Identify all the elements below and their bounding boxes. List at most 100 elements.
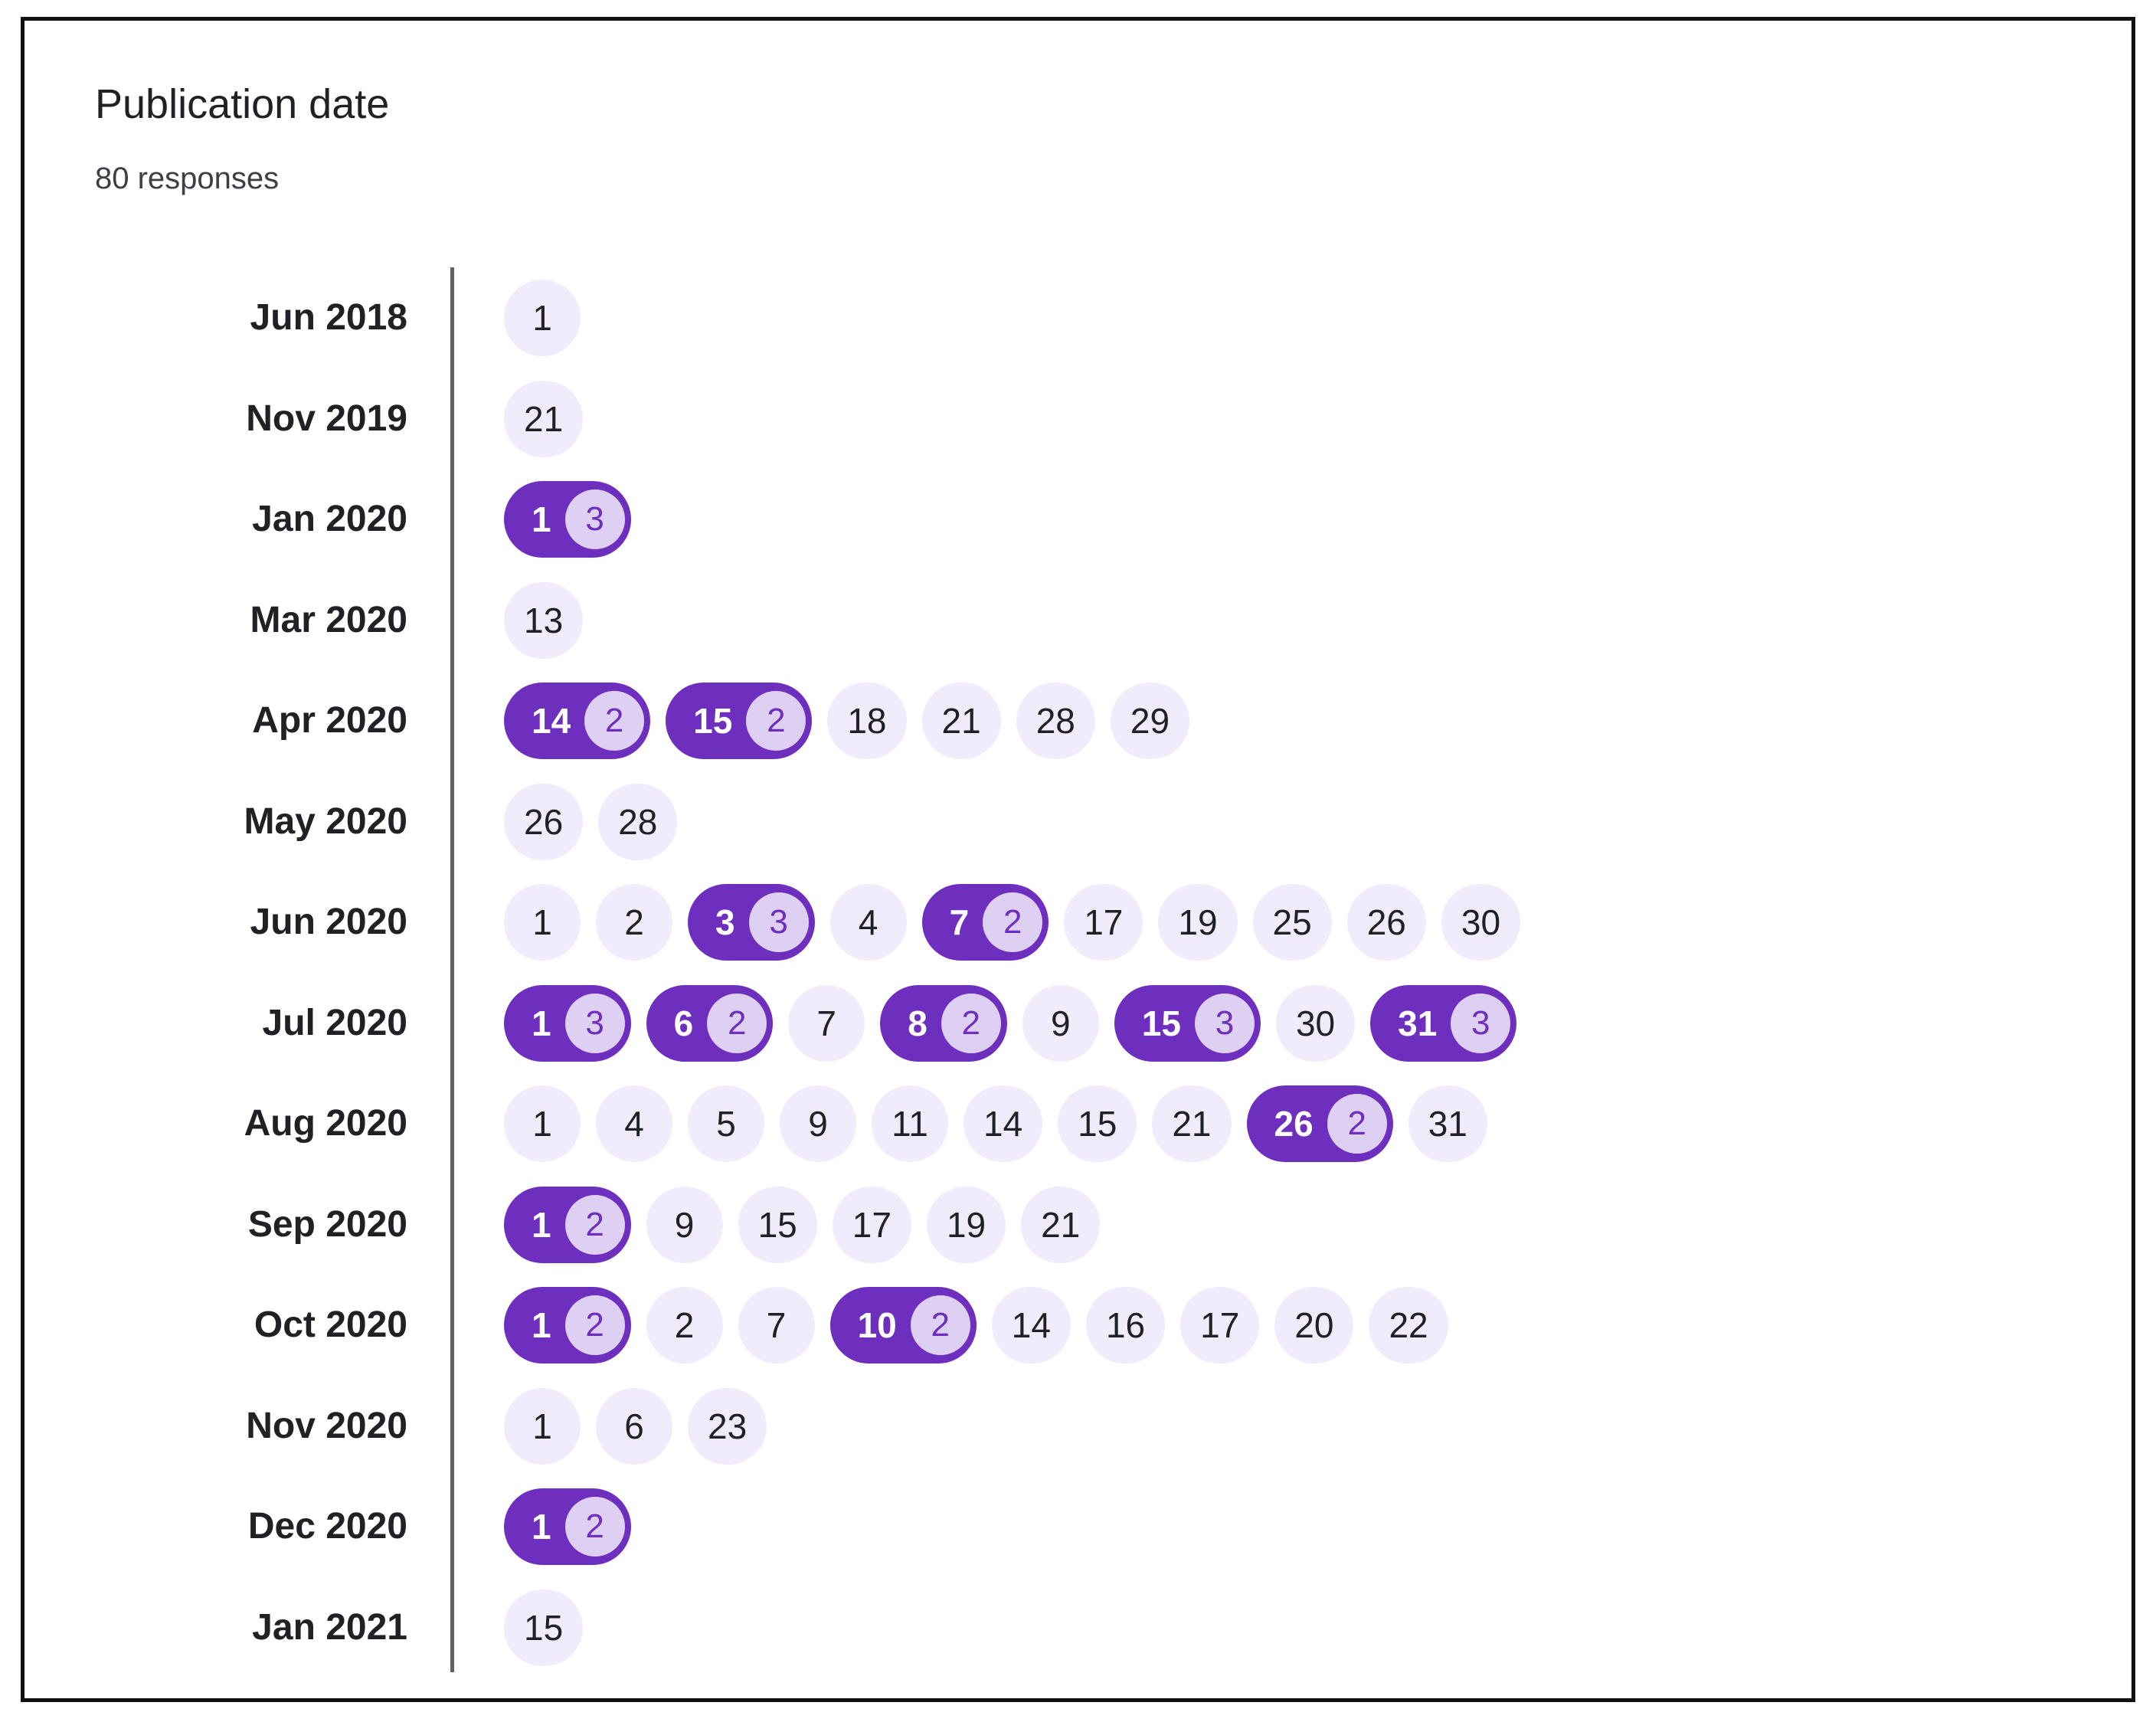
- day-chip[interactable]: 30: [1275, 984, 1356, 1062]
- day-chip[interactable]: 1: [504, 280, 581, 356]
- day-number: 1: [532, 298, 552, 338]
- day-number: 17: [1084, 902, 1124, 942]
- day-chip[interactable]: 15: [504, 1589, 584, 1666]
- day-chip[interactable]: 6: [596, 1387, 672, 1465]
- day-chip-multi[interactable]: 31 3: [1370, 984, 1517, 1062]
- day-chip-multi[interactable]: 26 2: [1246, 1085, 1393, 1162]
- day-number: 10: [857, 1305, 897, 1345]
- month-label: Sep 2020: [247, 1203, 407, 1245]
- day-chip[interactable]: 15: [738, 1186, 817, 1263]
- day-chip[interactable]: 28: [1016, 683, 1095, 759]
- day-chip[interactable]: 22: [1369, 1287, 1448, 1364]
- day-chip[interactable]: 13: [504, 581, 584, 659]
- day-chip[interactable]: 9: [780, 1085, 856, 1162]
- publication-date-card: Publication date 80 responses Jun 2018 1 N…: [21, 17, 2135, 1702]
- day-chip[interactable]: 28: [598, 783, 678, 860]
- day-chip[interactable]: 7: [788, 984, 865, 1062]
- day-chip-multi[interactable]: 15 3: [1114, 984, 1261, 1062]
- day-chip[interactable]: 1: [504, 1387, 581, 1465]
- day-chip-list: 13: [504, 581, 584, 659]
- day-number: 28: [618, 801, 658, 842]
- day-chip[interactable]: 29: [1110, 683, 1190, 759]
- day-number: 3: [715, 902, 735, 942]
- day-chip[interactable]: 14: [963, 1085, 1043, 1162]
- day-number: 31: [1398, 1003, 1438, 1043]
- day-chip[interactable]: 26: [504, 783, 584, 860]
- day-chip-list: 1 2 3 3 4 7 2 17 19 25 26 30: [504, 884, 1521, 961]
- day-number: 19: [1178, 902, 1218, 942]
- day-number: 21: [1172, 1104, 1212, 1144]
- day-chip[interactable]: 2: [596, 884, 672, 961]
- day-chip[interactable]: 23: [688, 1387, 767, 1465]
- day-number: 21: [1041, 1204, 1081, 1245]
- day-number: 21: [524, 398, 564, 439]
- day-number: 15: [693, 701, 733, 741]
- day-number: 8: [908, 1003, 928, 1043]
- day-chip[interactable]: 17: [1180, 1287, 1260, 1364]
- day-chip[interactable]: 21: [921, 683, 1001, 759]
- day-number: 22: [1389, 1305, 1428, 1345]
- day-number: 17: [1200, 1305, 1240, 1345]
- day-chip[interactable]: 17: [832, 1186, 911, 1263]
- count-badge: 2: [941, 993, 1001, 1053]
- response-count: 80 responses: [95, 162, 280, 195]
- day-number: 1: [532, 499, 551, 539]
- day-chip-list: 1: [504, 280, 581, 356]
- day-chip[interactable]: 9: [1022, 984, 1099, 1062]
- day-chip[interactable]: 21: [1152, 1085, 1232, 1162]
- count-badge: 3: [1194, 993, 1255, 1053]
- count-badge: 2: [746, 691, 806, 751]
- day-chip[interactable]: 21: [1021, 1186, 1101, 1263]
- day-chip[interactable]: 18: [827, 683, 907, 759]
- month-label: Jan 2021: [252, 1606, 407, 1648]
- day-chip[interactable]: 4: [596, 1085, 672, 1162]
- day-chip[interactable]: 5: [688, 1085, 764, 1162]
- day-number: 15: [757, 1204, 797, 1245]
- month-row: Jan 2021 15: [25, 1589, 2092, 1666]
- day-number: 15: [1078, 1104, 1117, 1144]
- month-row: Dec 2020 1 2: [25, 1488, 2092, 1565]
- timeline-axis: [450, 267, 454, 1672]
- month-label: Jun 2018: [250, 297, 407, 338]
- day-chip[interactable]: 20: [1274, 1287, 1354, 1364]
- day-number: 21: [941, 701, 981, 741]
- day-number: 6: [624, 1406, 644, 1446]
- question-title: Publication date: [95, 81, 390, 127]
- day-chip[interactable]: 16: [1085, 1287, 1166, 1364]
- day-chip[interactable]: 21: [504, 380, 584, 457]
- day-chip[interactable]: 7: [738, 1287, 815, 1364]
- day-chip[interactable]: 17: [1064, 884, 1143, 961]
- day-chip[interactable]: 26: [1346, 884, 1426, 961]
- month-label: Nov 2020: [246, 1405, 407, 1446]
- count-badge: 2: [564, 1194, 625, 1255]
- day-chip[interactable]: 19: [1158, 884, 1238, 961]
- day-chip[interactable]: 25: [1252, 884, 1332, 961]
- day-chip[interactable]: 2: [646, 1287, 723, 1364]
- day-chip[interactable]: 15: [1058, 1085, 1137, 1162]
- day-number: 7: [766, 1305, 787, 1345]
- day-chip[interactable]: 1: [504, 1085, 581, 1162]
- day-chip-list: 1 2 9 15 17 19 21: [504, 1186, 1101, 1263]
- day-chip[interactable]: 1: [504, 884, 581, 961]
- day-number: 15: [1141, 1003, 1181, 1043]
- day-chip[interactable]: 9: [646, 1186, 723, 1263]
- day-chip[interactable]: 4: [829, 884, 907, 961]
- day-chip-multi[interactable]: 14 2: [504, 683, 651, 759]
- day-chip-multi[interactable]: 15 2: [666, 683, 813, 759]
- day-chip[interactable]: 30: [1441, 884, 1521, 961]
- day-number: 4: [858, 902, 878, 942]
- day-chip[interactable]: 19: [926, 1186, 1006, 1263]
- day-chip[interactable]: 14: [991, 1287, 1071, 1364]
- day-chip[interactable]: 11: [872, 1085, 948, 1162]
- day-chip[interactable]: 31: [1408, 1085, 1487, 1162]
- day-chip-multi[interactable]: 10 2: [829, 1287, 977, 1364]
